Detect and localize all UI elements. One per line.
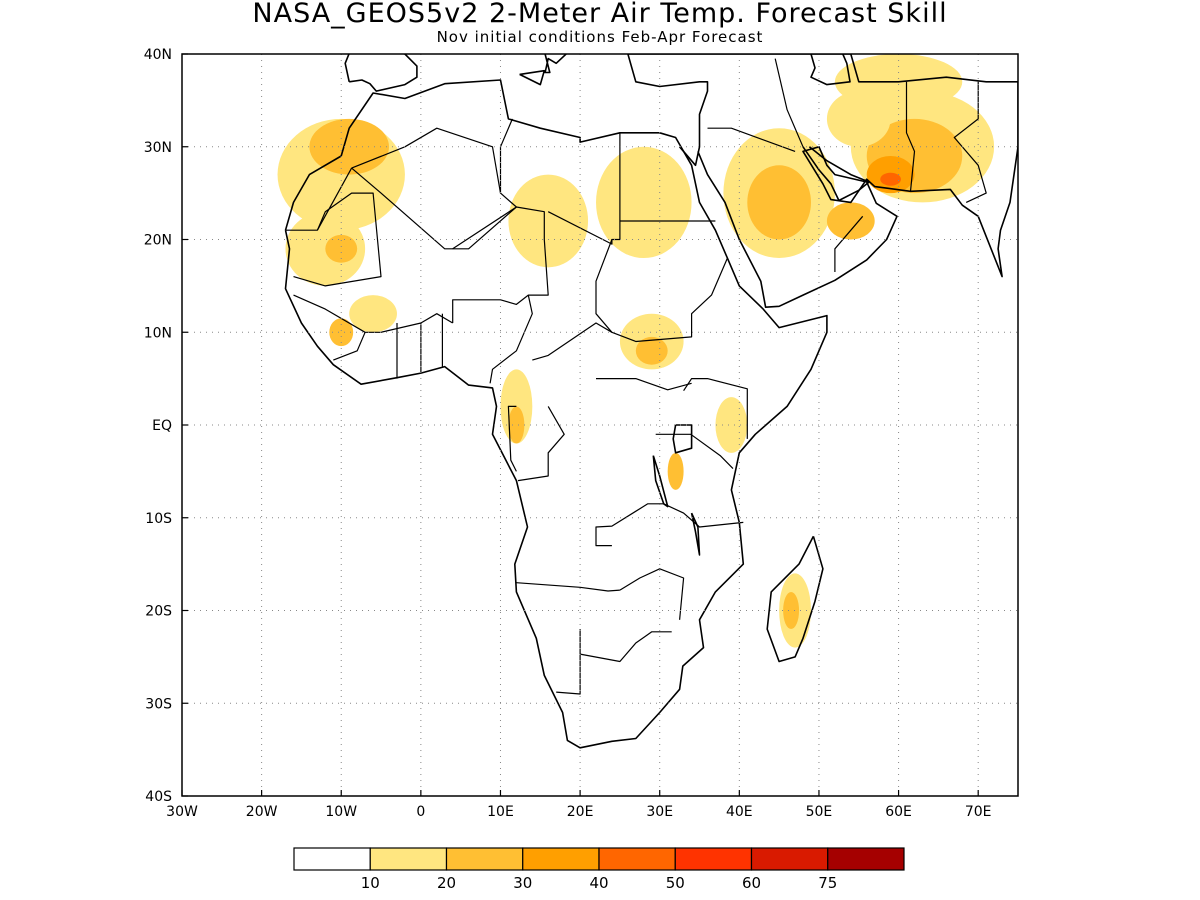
gridlines [182, 54, 1018, 796]
africa-coastline [284, 79, 828, 749]
skill-region [508, 174, 589, 268]
x-tick-label: 10E [487, 804, 514, 820]
country-border [619, 568, 685, 620]
country-border [579, 631, 672, 663]
y-tick-label: 10S [145, 511, 172, 527]
skill-region [329, 318, 354, 347]
skill-region [826, 91, 891, 147]
caspian-coastline [810, 54, 851, 86]
country-border [655, 433, 734, 470]
colorbar-swatch [522, 847, 600, 871]
country-border [953, 81, 987, 203]
country-border [596, 378, 692, 391]
coastlines [284, 54, 1018, 749]
country-border [499, 118, 513, 194]
x-tick-label: 0 [416, 804, 425, 820]
colorbar-label: 60 [742, 874, 761, 892]
y-tick-label: EQ [152, 418, 172, 434]
lake-tanganyika [652, 455, 669, 508]
country-border [452, 206, 549, 323]
colorbar-swatch [827, 847, 905, 871]
y-tick-label: 30S [145, 696, 172, 712]
x-tick-label: 50E [806, 804, 833, 820]
colorbar-label: 75 [818, 874, 837, 892]
country-border [489, 294, 533, 384]
country-border [516, 582, 620, 592]
colorbar-label: 30 [513, 874, 532, 892]
country-border [774, 58, 804, 148]
italy-coastline [540, 54, 568, 74]
sicily-coastline [519, 69, 546, 86]
madagascar-coastline [766, 535, 824, 663]
country-border [285, 192, 382, 287]
persian-gulf-outline [802, 146, 870, 202]
y-tick-label: 20S [145, 604, 172, 620]
country-border [517, 406, 565, 482]
x-tick-label: 30W [166, 804, 198, 820]
skill-region [325, 234, 358, 263]
x-tick-label: 20E [567, 804, 594, 820]
country-border [834, 215, 864, 272]
country-border [595, 503, 664, 547]
y-tick-label: 20N [144, 233, 172, 249]
country-border [905, 81, 916, 192]
x-tick-label: 10W [325, 804, 357, 820]
map-subtitle: Nov initial conditions Feb-Apr Forecast [436, 28, 764, 46]
country-border [707, 127, 796, 152]
country-border [351, 127, 517, 250]
skill-region [747, 165, 811, 240]
x-tick-label: 20W [246, 804, 278, 820]
skill-region [667, 452, 684, 490]
x-tick-label: 40E [726, 804, 753, 820]
country-border [333, 332, 366, 361]
y-tick-label: 40S [145, 789, 172, 805]
country-border [507, 405, 517, 472]
skill-shading [277, 54, 995, 648]
colorbar-label: 40 [589, 874, 608, 892]
colorbar: 10 20 30 40 50 60 75 [293, 847, 905, 892]
lake-victoria [672, 424, 693, 454]
colorbar-label: 10 [361, 874, 380, 892]
colorbar-label: 50 [666, 874, 685, 892]
country-border [556, 629, 581, 695]
x-tick-label: 30E [646, 804, 673, 820]
axis-labels: 30W 20W 10W 0 10E 20E 30E 40E 50E 60E 70E 40N 30N 20N… [144, 47, 992, 820]
x-tick-label: 60E [885, 804, 912, 820]
y-tick-label: 40N [144, 47, 172, 63]
skill-region [596, 146, 692, 259]
x-tick-label: 70E [965, 804, 992, 820]
skill-region [880, 172, 901, 186]
skill-region [635, 336, 668, 365]
country-border [683, 378, 748, 439]
skill-region [349, 295, 397, 333]
colorbar-swatch [369, 847, 448, 871]
country-border [316, 167, 353, 231]
skill-region [508, 406, 525, 444]
colorbar-swatch [293, 847, 371, 871]
colorbar-swatch [445, 847, 524, 871]
country-border [532, 322, 613, 361]
y-tick-label: 30N [144, 140, 172, 156]
skill-region [715, 397, 748, 453]
skill-region [783, 591, 800, 630]
colorbar-swatch [674, 847, 753, 871]
country-border [663, 503, 744, 528]
colorbar-swatch [750, 847, 829, 871]
lake-malawi [690, 512, 701, 556]
colorbar-swatch [598, 847, 676, 871]
skill-region [826, 202, 875, 240]
iberia-coastline [344, 54, 418, 92]
colorbar-label: 20 [437, 874, 456, 892]
map-title: NASA_GEOS5v2 2-Meter Air Temp. Forecast … [252, 0, 948, 29]
country-border [595, 239, 728, 343]
y-tick-label: 10N [144, 325, 172, 341]
arabia-asia-coastline [627, 54, 1018, 308]
